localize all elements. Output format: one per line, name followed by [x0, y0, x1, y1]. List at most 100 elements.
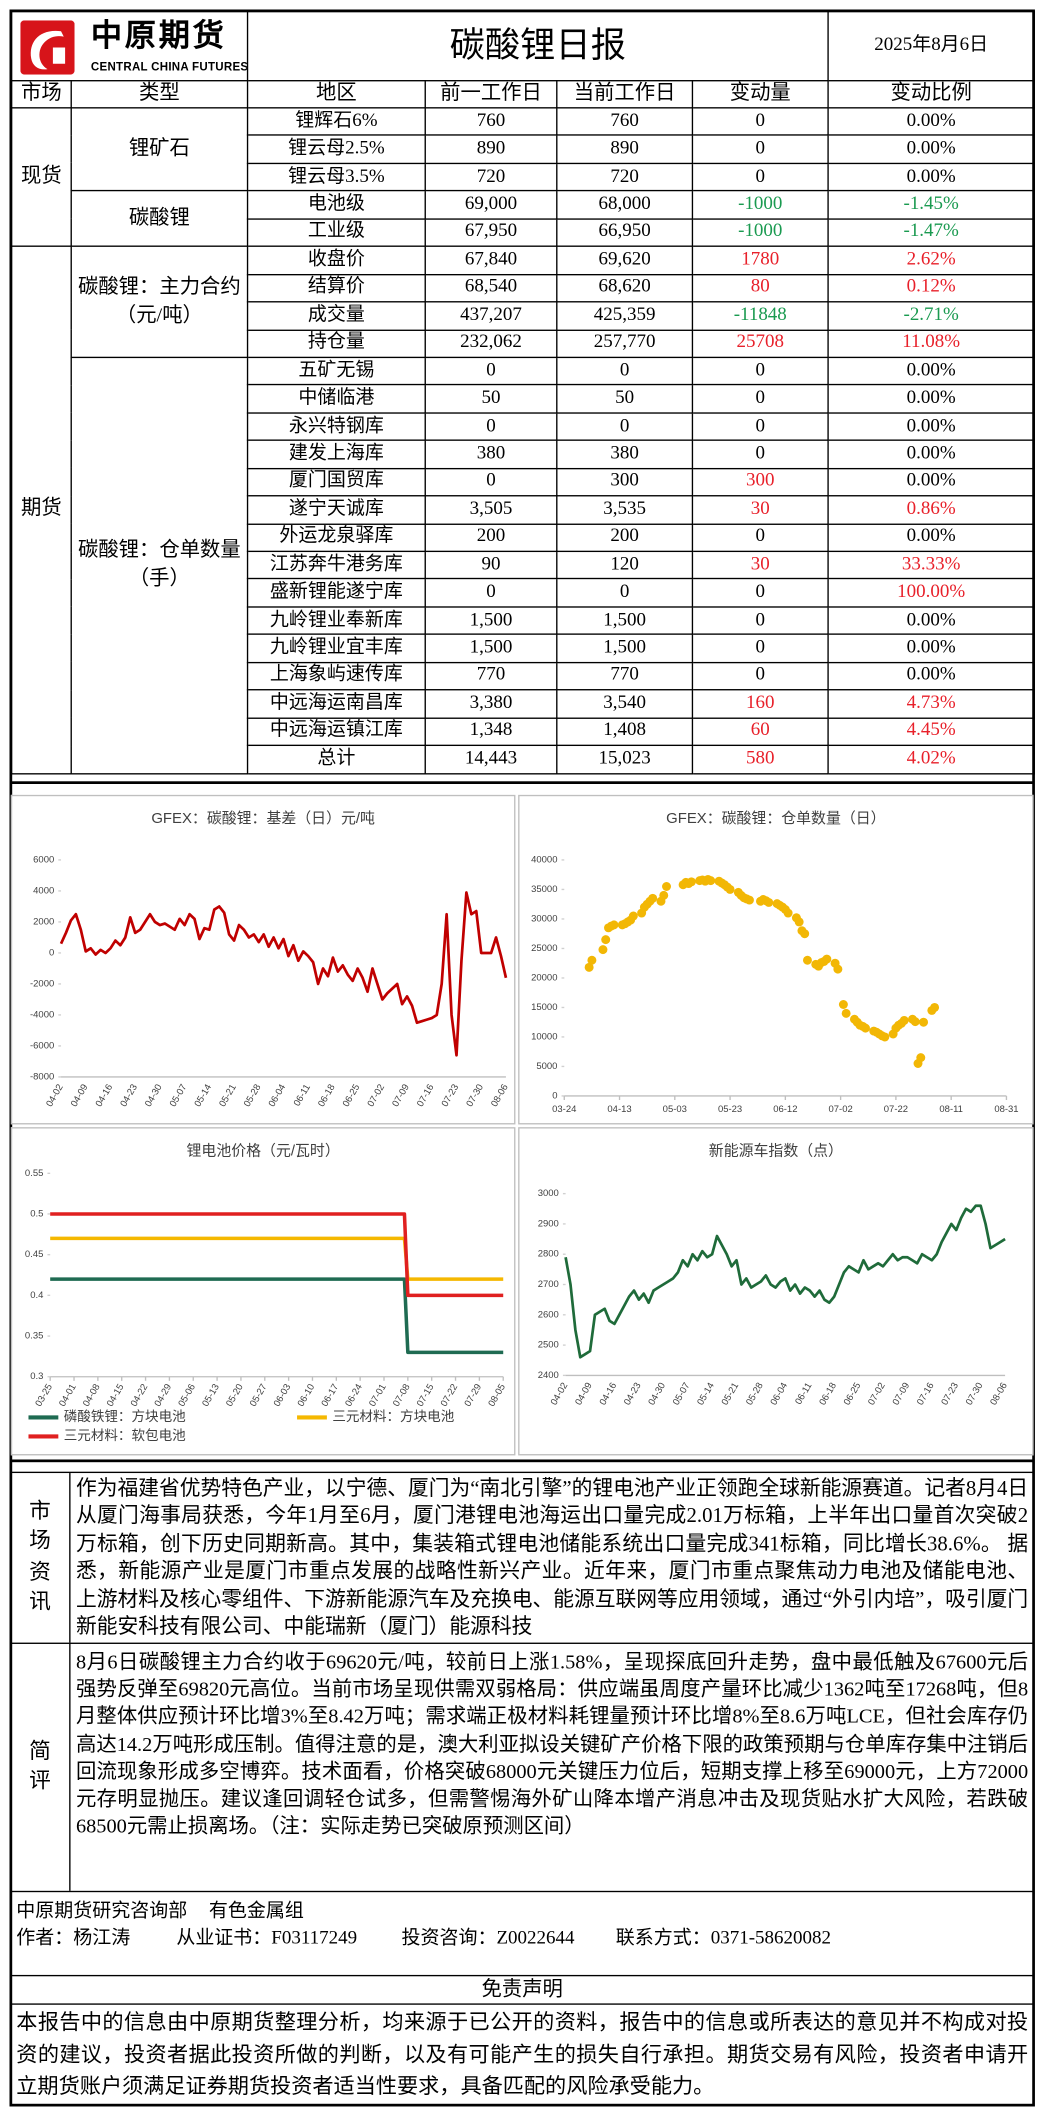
cell: -2.71% [827, 301, 1035, 331]
consult: 投资咨询：Z0022644 [401, 1928, 575, 1950]
cell: 380 [556, 439, 694, 469]
x-tick-label: 07-22 [439, 1382, 461, 1409]
y-tick-label: 4000 [33, 885, 54, 896]
cell: 3,505 [424, 495, 558, 525]
cell: 1,500 [424, 633, 558, 663]
cell: 4.73% [827, 689, 1035, 719]
point [648, 893, 658, 903]
dept: 中原期货研究咨询部 [16, 1901, 188, 1923]
x-tick-label: 06-18 [817, 1381, 839, 1408]
x-tick-label: 05-07 [168, 1082, 190, 1109]
y-tick-label: 2900 [538, 1218, 559, 1229]
x-tick-label: 07-02 [866, 1381, 888, 1408]
cell: 80 [691, 273, 829, 303]
cell: 60 [691, 717, 829, 747]
table-row: 期货 碳酸锂：主力合约（元/吨） 收盘价 67,840 69,620 1780 2.62% [10, 245, 1035, 774]
cell: 580 [691, 744, 829, 774]
type-cell: 锂矿石 [70, 107, 249, 192]
point [659, 890, 669, 900]
series-line [59, 891, 508, 1057]
cell: 200 [556, 522, 694, 553]
table-row: 厦门国贸库 0 300 300 0.00% [12, 467, 1035, 497]
cell: 890 [424, 134, 558, 164]
cell: 66,950 [556, 218, 694, 248]
x-tick-label: 07-23 [440, 1082, 462, 1109]
cell: 68,540 [424, 273, 558, 303]
logo-subtext: CENTRAL CHINA FUTURES [90, 59, 248, 74]
point [598, 945, 608, 955]
report-title: 碳酸锂日报 [246, 10, 829, 82]
cell: 五矿无锡 [246, 356, 426, 386]
cell: 0.00% [827, 134, 1035, 164]
cell: 总计 [246, 744, 426, 774]
y-tick-label: -6000 [30, 1040, 54, 1051]
y-tick-label: 2000 [33, 916, 54, 927]
cell: 九岭锂业宜丰库 [246, 633, 426, 663]
cell: 0 [556, 356, 694, 386]
cell: 0.00% [827, 661, 1035, 691]
x-tick-label: 05-14 [695, 1381, 717, 1408]
x-tick-label: 05-06 [176, 1382, 198, 1409]
cell: 69,000 [424, 190, 558, 220]
legend-label: 三元材料：软包电池 [64, 1428, 186, 1443]
cell: 0 [691, 439, 829, 469]
cell: 0.00% [827, 356, 1035, 386]
series-line [50, 1212, 504, 1298]
x-tick-label: 05-07 [671, 1381, 693, 1408]
group: 有色金属组 [208, 1901, 304, 1923]
cell: 0 [556, 412, 694, 442]
column-header: 前一工作日 [424, 80, 558, 109]
x-tick-label: 08-06 [489, 1082, 511, 1109]
cell: 67,950 [424, 218, 558, 248]
y-tick-label: 2400 [538, 1370, 559, 1381]
point [662, 882, 671, 891]
x-tick-label: 05-28 [242, 1082, 264, 1109]
cell: 0 [691, 578, 829, 608]
y-tick-label: 0.55 [25, 1168, 43, 1179]
cell: 0 [691, 606, 829, 636]
cell: 257,770 [556, 328, 694, 359]
x-tick-label: 08-05 [486, 1382, 508, 1409]
news-section: 市场资讯 作为福建省优势特色产业，以宁德、厦门为“南北引擎”的锂电池产业正领跑全… [10, 1471, 1034, 1643]
y-tick-label: 35000 [531, 884, 557, 895]
type-cell: 碳酸锂：仓单数量（手） [70, 356, 249, 774]
cell: 1,500 [424, 606, 558, 636]
market-cell: 期货 [10, 245, 72, 774]
cell: 0 [691, 107, 829, 137]
x-tick-label: 07-09 [891, 1381, 913, 1408]
chart-panel: 锂电池价格（元/瓦时） 0.3 0.35 0.4 0.45 0.5 0.55 03-25 04-… [10, 1127, 516, 1456]
y-tick-label: 15000 [531, 1002, 557, 1013]
cell: 0 [691, 661, 829, 691]
table-row: 总计 14,443 15,023 580 4.02% [12, 744, 1035, 774]
x-tick-label: 06-11 [292, 1082, 313, 1108]
y-tick-label: 3000 [538, 1188, 559, 1199]
disclaimer-title: 免责声明 [10, 1974, 1034, 2005]
y-tick-label: 20000 [531, 972, 557, 983]
x-tick-label: 06-17 [319, 1382, 341, 1409]
y-tick-label: 6000 [33, 854, 54, 865]
x-tick-label: 06-04 [768, 1381, 790, 1408]
table-row: 江苏奔牛港务库 90 120 30 33.33% [12, 550, 1035, 580]
x-tick-label: 06-03 [272, 1382, 294, 1409]
point [861, 1023, 870, 1033]
price-table: 中原期货 CENTRAL CHINA FUTURES 碳酸锂日报 2025年8月… [10, 10, 1035, 774]
logo-text: 中原期货 [90, 17, 227, 53]
y-tick-label: 0.35 [25, 1331, 43, 1342]
cell: 盛新锂能遂宁库 [246, 578, 426, 608]
x-tick-label: 07-15 [415, 1382, 437, 1409]
table-row: 遂宁天诚库 3,505 3,535 30 0.86% [12, 495, 1035, 525]
cell: -11848 [691, 301, 829, 331]
cell: 锂云母2.5% [246, 134, 426, 164]
chart: 新能源车指数（点） 2400 2500 2600 2700 2800 2900 3000 04-… [538, 1143, 1010, 1408]
y-tick-label: 0.4 [30, 1290, 43, 1301]
cell: 0.00% [827, 107, 1035, 137]
x-tick-label: 06-18 [316, 1082, 338, 1109]
x-tick-label: 08-31 [994, 1104, 1018, 1115]
x-tick-label: 03-25 [33, 1382, 55, 1409]
x-tick-label: 04-16 [598, 1381, 620, 1408]
x-tick-label: 07-01 [367, 1382, 389, 1409]
table-row: 碳酸锂：仓单数量（手） 五矿无锡 0 0 0 0.00% [12, 356, 1035, 774]
market-cell: 现货 [10, 107, 72, 248]
